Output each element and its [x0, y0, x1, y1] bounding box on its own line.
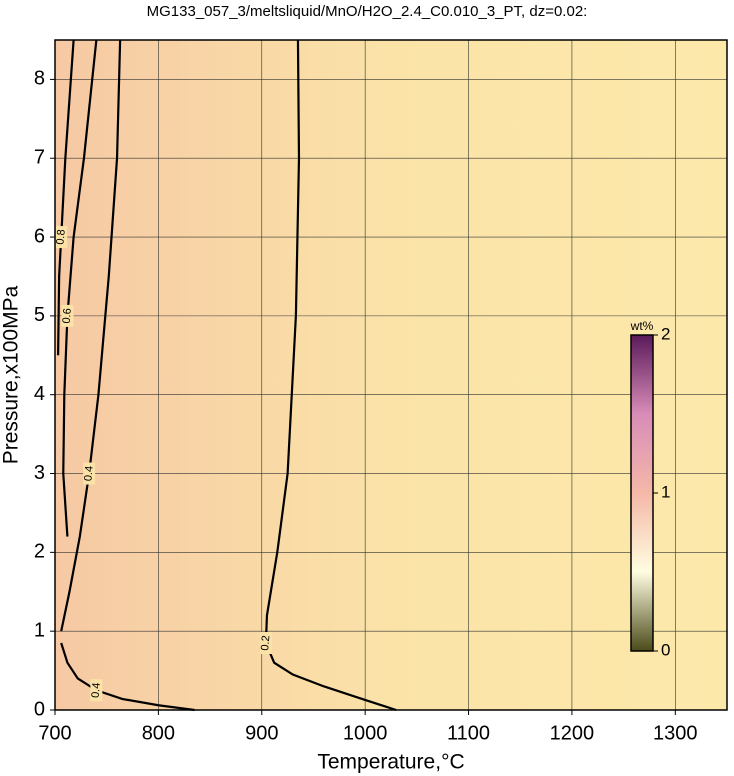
- plot-area: [55, 40, 727, 710]
- y-axis-label: Pressure,x100MPa: [0, 285, 23, 464]
- y-tick-label: 3: [34, 462, 45, 484]
- contour-label-bg: [259, 632, 272, 654]
- x-tick-label: 1100: [447, 722, 490, 744]
- contour-label: 0.8: [54, 229, 67, 245]
- y-tick-label: 7: [34, 147, 45, 169]
- x-tick-label: 800: [142, 722, 175, 744]
- contour-label: 0.4: [90, 682, 103, 698]
- y-tick-label: 1: [34, 619, 45, 641]
- x-tick-label: 1200: [550, 722, 595, 744]
- contour-label-bg: [83, 462, 96, 485]
- x-tick-label: 700: [38, 722, 71, 744]
- y-tick-label: 5: [34, 304, 45, 326]
- contour-label: 0.4: [82, 465, 95, 481]
- contour-label: 0.6: [61, 308, 74, 324]
- contour-line: [264, 39, 397, 712]
- colorbar-label: wt%: [630, 319, 654, 333]
- contour-line: [60, 39, 122, 632]
- chart-title: MG133_057_3/meltsliquid/MnO/H2O_2.4_C0.0…: [147, 3, 588, 20]
- colorbar-tick-label: 2: [661, 324, 670, 343]
- contour-label-bg: [90, 679, 103, 702]
- x-axis-label: Temperature,°C: [317, 751, 464, 774]
- y-tick-label: 6: [34, 225, 45, 247]
- contour-label-bg: [55, 226, 68, 249]
- colorbar-tick-label: 0: [661, 640, 670, 659]
- contour-label-bg: [61, 304, 74, 327]
- x-tick-label: 1300: [653, 722, 698, 744]
- colorbar: [630, 334, 654, 652]
- y-tick-label: 0: [34, 698, 45, 720]
- colorbar-tick-label: 1: [661, 482, 670, 501]
- contour-label: 0.2: [259, 635, 272, 651]
- frame: [54, 39, 728, 711]
- x-tick-label: 900: [245, 722, 278, 744]
- y-tick-label: 4: [34, 383, 45, 405]
- y-tick-label: 2: [34, 541, 45, 563]
- y-tick-label: 8: [34, 68, 45, 90]
- x-tick-label: 1000: [343, 722, 388, 744]
